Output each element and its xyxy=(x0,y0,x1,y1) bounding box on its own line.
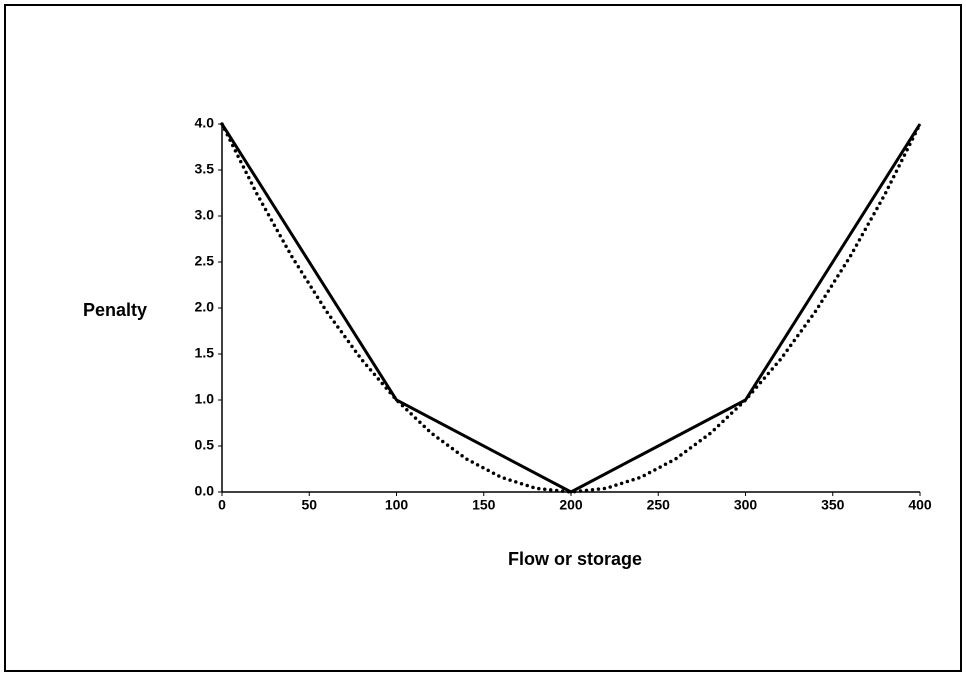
x-tick-label: 0 xyxy=(218,497,226,513)
x-tick-label: 350 xyxy=(821,497,845,513)
x-axis-label: Flow or storage xyxy=(508,549,642,569)
x-tick-label: 300 xyxy=(734,497,758,513)
x-tick-label: 250 xyxy=(647,497,671,513)
frame xyxy=(4,4,962,672)
y-tick-label: 0.5 xyxy=(195,437,215,453)
y-axis-label: Penalty xyxy=(83,300,147,320)
x-tick-label: 150 xyxy=(472,497,496,513)
y-tick-label: 3.0 xyxy=(195,207,215,223)
series-line xyxy=(220,123,922,494)
x-tick-label: 50 xyxy=(301,497,317,513)
x-tick-label: 100 xyxy=(385,497,409,513)
y-tick-label: 1.5 xyxy=(195,345,215,361)
y-tick-label: 2.0 xyxy=(195,299,215,315)
y-tick-label: 3.5 xyxy=(195,161,215,177)
y-tick-label: 1.0 xyxy=(195,391,215,407)
y-tick-label: 4.0 xyxy=(195,115,215,131)
series-line xyxy=(220,122,922,494)
y-tick-label: 0.0 xyxy=(195,483,215,499)
y-tick-label: 2.5 xyxy=(195,253,215,269)
x-tick-label: 400 xyxy=(908,497,932,513)
x-tick-label: 200 xyxy=(559,497,583,513)
